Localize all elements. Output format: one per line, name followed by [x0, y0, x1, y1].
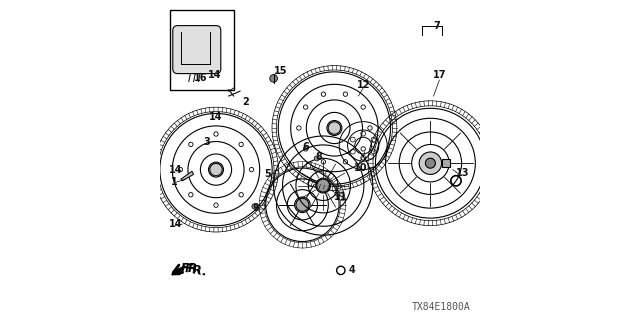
- Text: 11: 11: [334, 192, 348, 202]
- Circle shape: [419, 152, 442, 174]
- Text: 4: 4: [349, 265, 355, 276]
- Text: 9: 9: [253, 203, 259, 213]
- Text: 14: 14: [207, 70, 221, 80]
- Circle shape: [270, 75, 278, 82]
- Text: 3: 3: [203, 137, 210, 148]
- Text: 12: 12: [357, 80, 371, 90]
- Text: 17: 17: [433, 70, 446, 80]
- Text: FR.: FR.: [181, 262, 202, 275]
- Text: 7: 7: [433, 20, 440, 31]
- Circle shape: [317, 179, 330, 192]
- Text: TX84E1800A: TX84E1800A: [412, 302, 470, 312]
- FancyBboxPatch shape: [442, 159, 451, 167]
- Bar: [170, 10, 234, 90]
- Circle shape: [328, 122, 340, 134]
- Text: 6: 6: [302, 142, 309, 152]
- FancyBboxPatch shape: [173, 26, 221, 74]
- Text: 16: 16: [194, 73, 208, 84]
- Text: 5: 5: [264, 169, 271, 180]
- Text: 14: 14: [168, 164, 182, 175]
- Text: 2: 2: [243, 97, 249, 108]
- Polygon shape: [181, 171, 193, 181]
- Text: 14: 14: [168, 219, 182, 229]
- Text: 14: 14: [209, 112, 223, 122]
- Text: 10: 10: [354, 163, 368, 173]
- Text: 8: 8: [316, 152, 323, 162]
- Text: FR.: FR.: [183, 262, 208, 279]
- Text: 1: 1: [171, 177, 178, 188]
- Circle shape: [210, 163, 222, 176]
- Circle shape: [426, 158, 435, 168]
- Circle shape: [252, 204, 257, 209]
- Text: 13: 13: [456, 168, 470, 178]
- Circle shape: [296, 198, 309, 211]
- Circle shape: [314, 156, 319, 161]
- Circle shape: [335, 191, 340, 196]
- Text: 15: 15: [274, 66, 288, 76]
